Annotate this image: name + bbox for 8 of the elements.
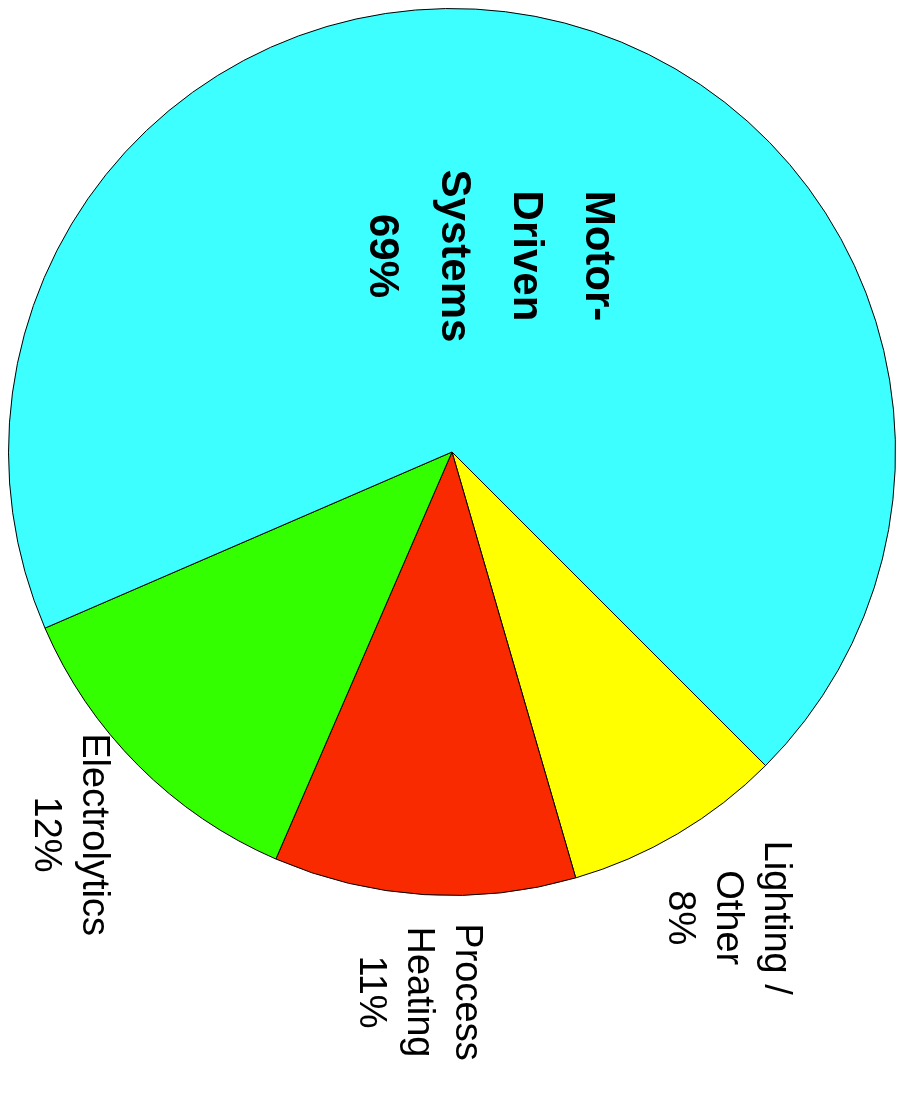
data-label: 8% <box>660 890 703 946</box>
slice-label: Lighting / Other <box>708 840 799 996</box>
data-label: 69% <box>360 213 408 298</box>
data-label: 11% <box>351 955 394 1029</box>
slice-label: Motor-Driven Systems <box>432 169 624 343</box>
data-label: 12% <box>26 796 69 873</box>
slice-label: Electrolytics <box>74 733 117 936</box>
slice-label: Process Heating <box>399 923 490 1061</box>
